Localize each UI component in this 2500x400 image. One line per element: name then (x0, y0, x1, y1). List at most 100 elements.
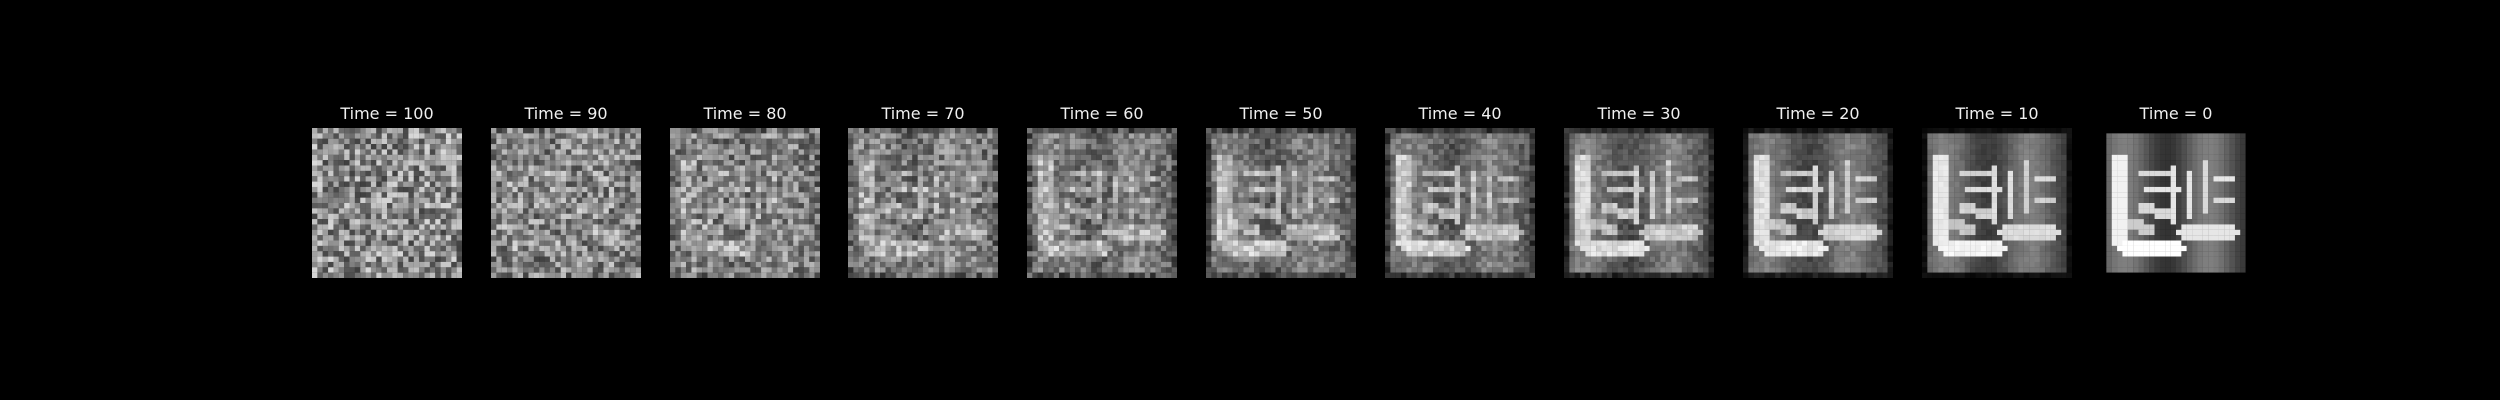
pixel (1112, 203, 1119, 209)
pixel (928, 192, 934, 198)
pixel (456, 165, 462, 171)
pixel (691, 192, 697, 198)
pixel (1139, 149, 1145, 155)
pixel (381, 160, 388, 166)
pixel (928, 251, 934, 257)
pixel (528, 138, 534, 145)
pixel (777, 229, 783, 236)
pixel (1524, 133, 1530, 139)
pixel (707, 144, 713, 150)
pixel (582, 208, 588, 214)
pixel (1513, 160, 1520, 166)
pixel (1254, 133, 1260, 139)
pixel (734, 128, 740, 134)
pixel (397, 138, 404, 145)
pixel (955, 181, 961, 188)
pixel (1139, 165, 1145, 171)
pixel (787, 128, 794, 134)
pixel (976, 133, 983, 139)
pixel (1216, 235, 1223, 241)
pixel (1091, 144, 1097, 150)
pixel (1286, 219, 1292, 225)
pixel (1222, 213, 1228, 220)
pixel (491, 251, 497, 257)
pixel (1107, 245, 1113, 252)
pixel (517, 229, 524, 236)
pixel (1275, 154, 1282, 161)
pixel (1048, 251, 1054, 257)
pixel (723, 219, 730, 225)
pixel (782, 176, 788, 182)
pixel (592, 176, 599, 182)
pixel (1085, 229, 1092, 236)
pixel (1123, 256, 1129, 263)
pixel (771, 192, 778, 198)
pixel (1508, 170, 1514, 177)
pixel (728, 208, 735, 214)
pixel (793, 128, 799, 134)
panel-title: Time = 100 (340, 104, 434, 123)
pixel (376, 133, 382, 139)
pixel (901, 128, 908, 134)
pixel (755, 170, 762, 177)
pixel (549, 267, 556, 273)
pixel (1454, 133, 1461, 139)
pixel (1302, 267, 1308, 273)
pixel (1032, 272, 1038, 278)
pixel (809, 219, 815, 225)
pixel (728, 261, 735, 268)
pixel (328, 229, 334, 236)
pixel (1422, 128, 1428, 134)
pixel (869, 213, 875, 220)
pixel (803, 133, 810, 139)
pixel (517, 267, 524, 273)
pixel (1166, 144, 1172, 150)
pixel (424, 176, 430, 182)
pixel (1128, 170, 1135, 177)
pixel (1275, 170, 1282, 177)
pixel (1524, 165, 1530, 171)
pixel (885, 272, 891, 278)
pixel (1232, 186, 1239, 193)
pixel (1048, 240, 1054, 246)
pixel (1043, 203, 1049, 209)
pixel (1385, 160, 1391, 166)
pixel (691, 224, 697, 230)
pixel (1216, 224, 1223, 230)
pixel (1096, 224, 1103, 230)
pixel (853, 144, 859, 150)
pixel (354, 144, 361, 150)
pixel (1329, 256, 1335, 263)
pixel (333, 128, 339, 134)
pixel (1155, 251, 1162, 257)
pixel (766, 128, 772, 134)
pixel (1350, 128, 1356, 134)
pixel (734, 203, 740, 209)
pixel (1286, 170, 1292, 177)
pixel (635, 208, 641, 214)
pixel (1222, 154, 1228, 161)
pixel (944, 176, 950, 182)
pixel (1339, 219, 1346, 225)
pixel (603, 133, 609, 139)
pixel (858, 160, 865, 166)
pixel (686, 267, 692, 273)
pixel (624, 256, 631, 263)
pixel (896, 219, 902, 225)
pixel (1259, 267, 1266, 273)
pixel (1497, 160, 1503, 166)
pixel (1128, 197, 1135, 204)
pixel (750, 261, 756, 268)
pixel (777, 176, 783, 182)
pixel (723, 245, 730, 252)
pixel (1043, 197, 1049, 204)
pixel (507, 224, 513, 230)
pixel (1059, 186, 1065, 193)
pixel (408, 154, 414, 161)
pixel (1064, 138, 1070, 145)
pixel (312, 181, 318, 188)
pixel (397, 272, 404, 278)
pixel (1091, 208, 1097, 214)
pixel (1134, 267, 1140, 273)
pixel (1160, 261, 1167, 268)
